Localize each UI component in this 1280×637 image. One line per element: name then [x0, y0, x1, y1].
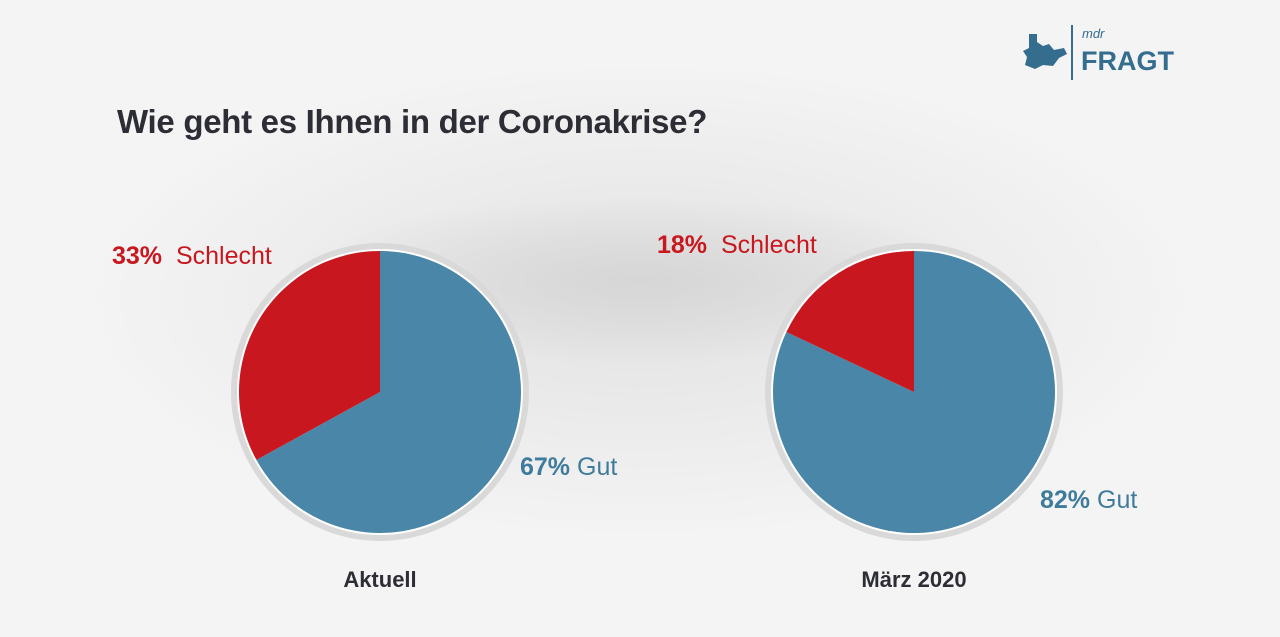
- pie-slice-schlecht: [239, 251, 380, 460]
- chart-title: Wie geht es Ihnen in der Coronakrise?: [117, 103, 708, 140]
- pie-slice-schlecht: [786, 251, 914, 392]
- pie-slice-gut: [256, 251, 522, 533]
- pie-aktuell: [231, 243, 529, 541]
- logo-fragt: FRAGT: [1081, 46, 1174, 76]
- caption-aktuell: Aktuell: [343, 567, 417, 592]
- label-schlecht-maerz: 18% Schlecht: [657, 231, 817, 259]
- label-gut-aktuell: 67% Gut: [520, 453, 618, 481]
- label-gut-maerz: 82% Gut: [1040, 486, 1138, 514]
- pie-maerz-2020: [765, 243, 1063, 541]
- map-icon: [1023, 25, 1073, 80]
- caption-maerz-2020: März 2020: [861, 567, 967, 592]
- logo-mdr: mdr: [1082, 26, 1105, 41]
- mdr-fragt-logo: mdr FRAGT: [1015, 22, 1185, 82]
- label-schlecht-aktuell: 33% Schlecht: [112, 242, 272, 270]
